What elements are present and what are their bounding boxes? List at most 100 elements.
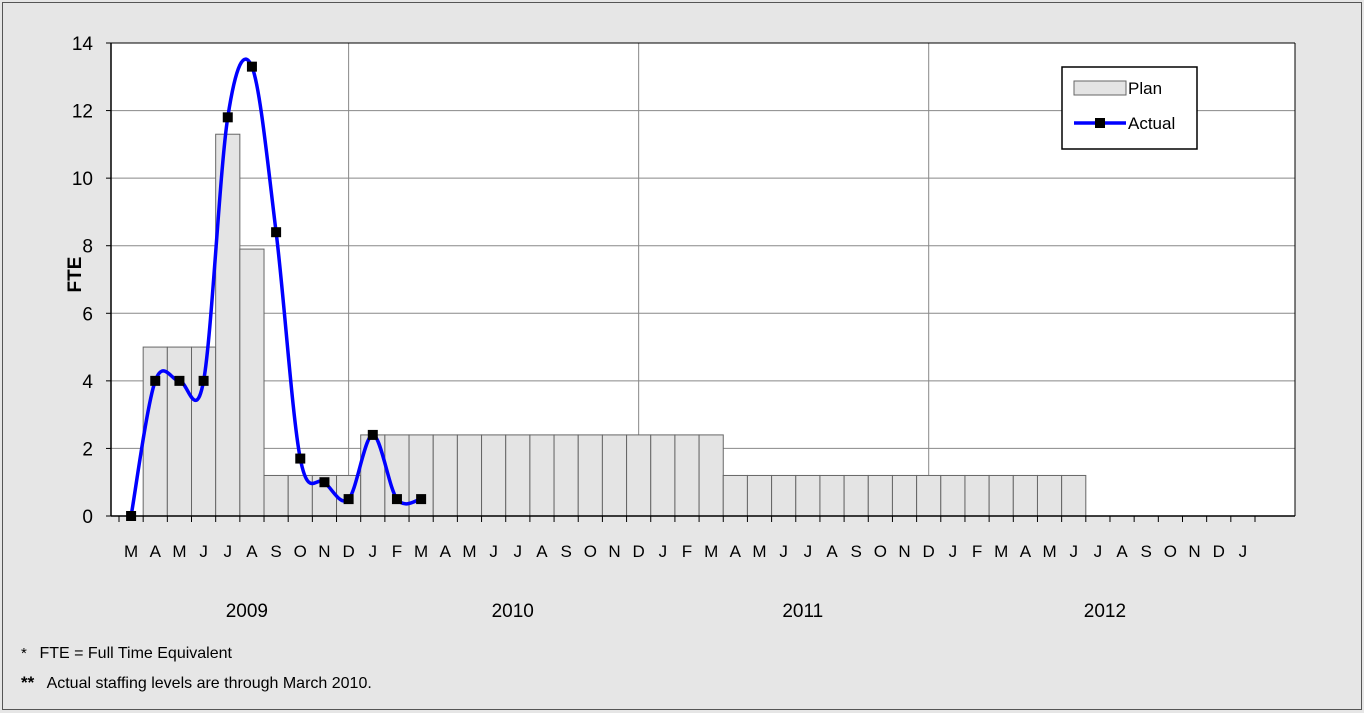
x-tick-label: J xyxy=(949,542,958,561)
x-tick-label: F xyxy=(392,542,402,561)
plan-bar xyxy=(505,434,531,517)
plan-bar xyxy=(456,434,483,517)
x-tick-label: A xyxy=(440,542,452,561)
plan-bar xyxy=(626,434,652,517)
x-tick-label: J xyxy=(199,542,208,561)
y-tick-label: 12 xyxy=(72,102,93,123)
legend-actual-label: Actual xyxy=(1128,114,1175,133)
x-tick-label: O xyxy=(1164,542,1177,561)
actual-point xyxy=(295,453,306,464)
year-label: 2010 xyxy=(492,601,534,622)
plan-bar xyxy=(843,474,869,517)
x-tick-label: F xyxy=(972,542,982,561)
x-tick-label: M xyxy=(124,542,138,561)
plan-bar xyxy=(1061,474,1087,517)
plan-bar xyxy=(650,434,676,517)
x-tick-label: J xyxy=(224,542,233,561)
axes xyxy=(106,42,1296,522)
plan-bar xyxy=(601,434,628,517)
x-tick-label: A xyxy=(1020,542,1032,561)
x-tick-label: J xyxy=(514,542,523,561)
x-tick-label: O xyxy=(294,542,307,561)
x-tick-label: J xyxy=(1069,542,1078,561)
x-tick-label: D xyxy=(1213,542,1225,561)
x-tick-label: A xyxy=(730,542,742,561)
x-tick-label: O xyxy=(874,542,887,561)
plan-bar xyxy=(916,474,942,517)
plan-bar xyxy=(771,474,797,517)
plan-bar xyxy=(529,434,555,517)
actual-point xyxy=(416,494,427,505)
x-tick-label: S xyxy=(851,542,862,561)
x-tick-label: N xyxy=(898,542,910,561)
actual-point xyxy=(174,375,185,386)
footnote-actual: ** Actual staffing levels are through Ma… xyxy=(21,673,372,693)
actual-point xyxy=(391,494,402,505)
footnote-text: Actual staffing levels are through March… xyxy=(46,675,372,692)
plan-bar xyxy=(722,474,748,517)
legend-plan-swatch xyxy=(1073,80,1127,96)
x-tick-label: A xyxy=(246,542,258,561)
y-tick-label: 10 xyxy=(72,169,93,190)
x-tick-label: M xyxy=(1042,542,1056,561)
actual-point xyxy=(126,511,137,521)
x-tick-label: N xyxy=(318,542,330,561)
x-tick-label: S xyxy=(560,542,571,561)
plan-bar xyxy=(432,434,458,517)
x-tick-label: A xyxy=(150,542,162,561)
x-tick-label: D xyxy=(342,542,354,561)
x-tick-label: N xyxy=(608,542,620,561)
x-tick-label: M xyxy=(752,542,766,561)
year-label: 2011 xyxy=(782,601,823,622)
x-tick-label: J xyxy=(779,542,788,561)
plan-bar xyxy=(1036,474,1063,517)
x-tick-label: A xyxy=(1116,542,1128,561)
plan-bar xyxy=(940,474,966,517)
actual-point xyxy=(198,375,209,386)
plan-bar xyxy=(674,434,700,517)
legend: Plan Actual xyxy=(1061,66,1198,150)
x-tick-label: M xyxy=(994,542,1008,561)
plan-bar xyxy=(867,474,893,517)
plan-bar xyxy=(795,474,821,517)
x-tick-label: F xyxy=(682,542,692,561)
plan-bar xyxy=(263,474,289,517)
plan-bar xyxy=(577,434,603,517)
plan-bar xyxy=(964,474,990,517)
y-tick-label: 0 xyxy=(82,507,93,528)
x-tick-label: M xyxy=(172,542,186,561)
x-tick-label: J xyxy=(489,542,498,561)
plan-bar xyxy=(481,434,507,517)
plan-bar xyxy=(698,434,724,517)
legend-plan-label: Plan xyxy=(1128,79,1162,98)
y-axis-title: FTE xyxy=(65,257,86,293)
x-tick-label: O xyxy=(584,542,597,561)
x-tick-label: A xyxy=(826,542,838,561)
y-tick-label: 8 xyxy=(82,237,93,258)
actual-point xyxy=(343,494,354,505)
x-tick-label: J xyxy=(1094,542,1103,561)
plan-bar xyxy=(819,474,845,517)
actual-point xyxy=(271,227,282,238)
x-tick-label: M xyxy=(462,542,476,561)
actual-point xyxy=(319,477,330,488)
y-tick-label: 2 xyxy=(82,439,93,460)
plan-bar xyxy=(239,248,265,517)
plan-bar xyxy=(553,434,579,517)
legend-actual-marker xyxy=(1095,118,1105,128)
y-tick-label: 6 xyxy=(82,304,93,325)
x-tick-label: A xyxy=(536,542,548,561)
x-tick-label: D xyxy=(923,542,935,561)
actual-point xyxy=(222,112,233,123)
x-tick-label: M xyxy=(414,542,428,561)
plan-bar xyxy=(988,474,1014,517)
y-tick-label: 14 xyxy=(72,34,94,55)
plan-bar xyxy=(1012,474,1038,517)
year-label: 2009 xyxy=(226,601,268,622)
x-tick-label: J xyxy=(804,542,813,561)
x-tick-label: J xyxy=(369,542,378,561)
y-tick-label: 4 xyxy=(82,372,93,393)
